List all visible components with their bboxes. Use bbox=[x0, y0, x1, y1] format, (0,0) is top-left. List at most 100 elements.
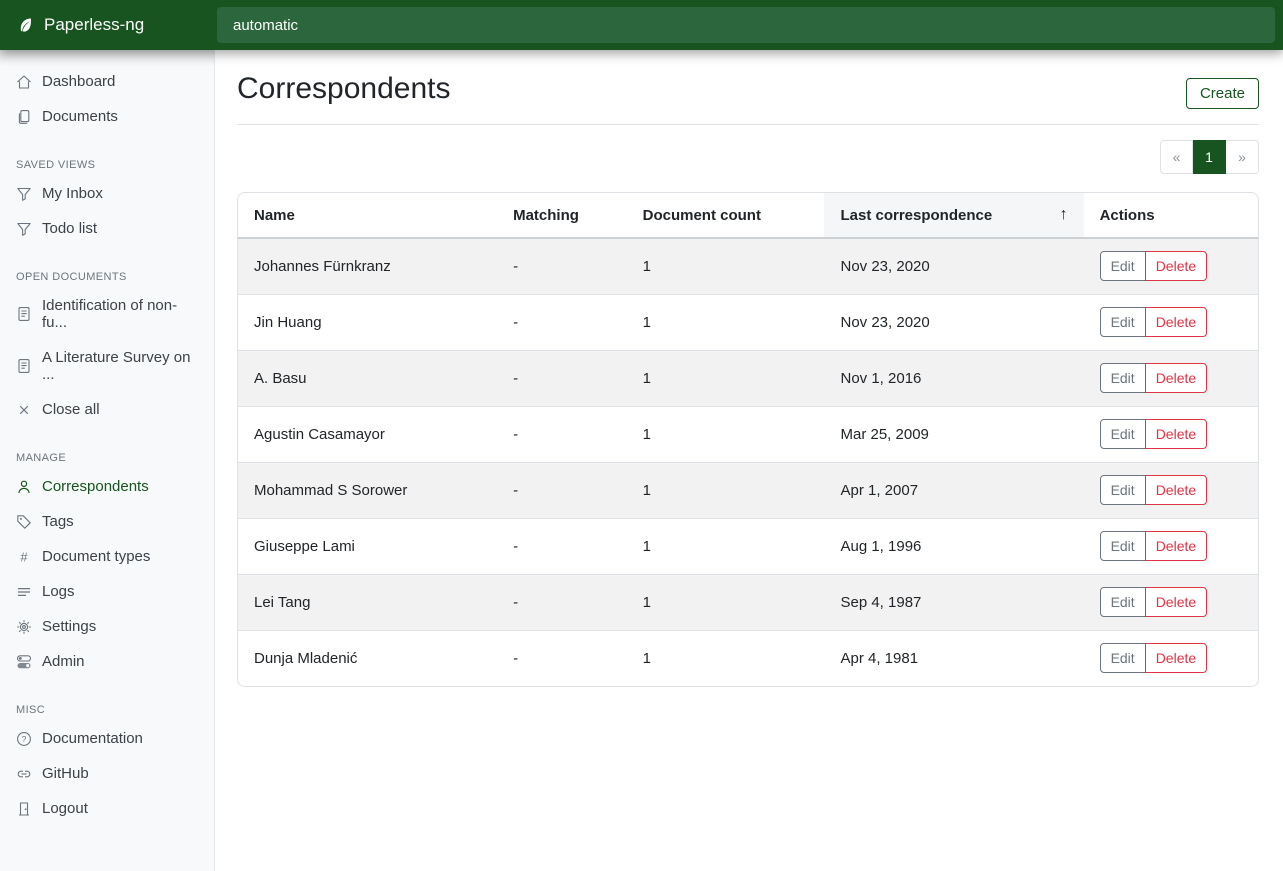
matching-cell: - bbox=[513, 257, 519, 275]
count-cell: 1 bbox=[642, 257, 651, 275]
delete-button[interactable]: Delete bbox=[1144, 362, 1208, 394]
header-name[interactable]: Name bbox=[238, 193, 498, 239]
delete-button[interactable]: Delete bbox=[1144, 418, 1208, 450]
sidebar-item-dashboard[interactable]: Dashboard bbox=[0, 64, 214, 99]
funnel-icon bbox=[17, 187, 31, 201]
sidebar-item-label: My Inbox bbox=[42, 185, 103, 202]
search-input[interactable] bbox=[217, 7, 1275, 43]
edit-button[interactable]: Edit bbox=[1099, 362, 1146, 394]
files-icon bbox=[18, 109, 30, 124]
sidebar-item-admin[interactable]: Admin bbox=[0, 644, 214, 679]
page-title: Correspondents bbox=[237, 72, 451, 105]
edit-button[interactable]: Edit bbox=[1099, 530, 1146, 562]
table-row: Agustin Casamayor - 1 Mar 25, 2009 Edit … bbox=[238, 405, 1258, 462]
sidebar-item-label: Documentation bbox=[42, 730, 143, 747]
edit-button[interactable]: Edit bbox=[1099, 306, 1146, 338]
sidebar-item-settings[interactable]: Settings bbox=[0, 609, 214, 644]
header-document-count[interactable]: Document count bbox=[626, 193, 825, 239]
header-actions: Actions bbox=[1083, 193, 1258, 239]
sidebar-item-documents[interactable]: Documents bbox=[0, 99, 214, 134]
matching-cell: - bbox=[497, 517, 627, 574]
delete-button[interactable]: Delete bbox=[1144, 306, 1208, 338]
name-cell: A. Basu bbox=[238, 349, 498, 406]
sidebar-item-documentation[interactable]: ? Documentation bbox=[0, 721, 214, 756]
actions-cell: Edit Delete bbox=[1083, 405, 1258, 462]
sidebar-item-label: Logout bbox=[42, 800, 88, 817]
close-icon bbox=[19, 405, 29, 414]
name-cell: Giuseppe Lami bbox=[238, 517, 498, 574]
last-correspondence-cell: Sep 4, 1987 bbox=[824, 573, 1084, 630]
sidebar-item-label: Admin bbox=[42, 653, 85, 670]
delete-button[interactable]: Delete bbox=[1144, 530, 1208, 562]
sidebar-item-label: Tags bbox=[42, 513, 74, 530]
name-cell: Mohammad S Sorower bbox=[238, 461, 498, 518]
count-cell: 1 bbox=[626, 349, 825, 406]
actions-cell: Edit Delete bbox=[1083, 629, 1258, 686]
sidebar-item-label: Dashboard bbox=[42, 73, 116, 90]
sidebar-item-open-document-2[interactable]: A Literature Survey on ... bbox=[0, 340, 214, 392]
matching-cell: - bbox=[497, 293, 627, 350]
count-cell: 1 bbox=[626, 629, 825, 686]
actions-cell: Edit Delete bbox=[1084, 238, 1258, 294]
leaf-logo-icon bbox=[20, 18, 31, 32]
sidebar-item-todo-list[interactable]: Todo list bbox=[0, 211, 214, 246]
name-cell: Lei Tang bbox=[238, 573, 498, 630]
svg-text:#: # bbox=[20, 549, 28, 564]
sidebar-item-github[interactable]: GitHub bbox=[0, 756, 214, 791]
sidebar-item-correspondents[interactable]: Correspondents bbox=[0, 469, 214, 504]
sidebar-item-my-inbox[interactable]: My Inbox bbox=[0, 176, 214, 211]
sidebar-item-label: Document types bbox=[42, 548, 151, 565]
sidebar-item-label: Documents bbox=[42, 108, 118, 125]
delete-button[interactable]: Delete bbox=[1144, 586, 1208, 618]
sort-ascending-icon: ↑ bbox=[1059, 206, 1068, 223]
header-last-correspondence[interactable]: Last correspondence ↑ bbox=[824, 193, 1084, 239]
header-last-correspondence-label: Last correspondence bbox=[840, 206, 993, 224]
sidebar-item-logs[interactable]: Logs bbox=[0, 574, 214, 609]
pagination-page-1-button[interactable]: 1 bbox=[1193, 140, 1226, 174]
sidebar-item-logout[interactable]: Logout bbox=[0, 791, 214, 826]
correspondents-table: Name Matching Document count Last corres… bbox=[237, 192, 1259, 687]
pagination: « 1 » bbox=[237, 140, 1259, 174]
create-button[interactable]: Create bbox=[1185, 78, 1259, 109]
count-cell: 1 bbox=[626, 461, 825, 518]
header-matching[interactable]: Matching bbox=[497, 193, 627, 239]
edit-button[interactable]: Edit bbox=[1099, 586, 1146, 618]
edit-button[interactable]: Edit bbox=[1099, 251, 1146, 282]
count-cell: 1 bbox=[626, 573, 825, 630]
count-cell: 1 bbox=[626, 293, 825, 350]
actions-cell: Edit Delete bbox=[1083, 517, 1258, 574]
delete-button[interactable]: Delete bbox=[1144, 251, 1208, 282]
table-row: A. Basu - 1 Nov 1, 2016 Edit Delete bbox=[238, 349, 1258, 406]
edit-button[interactable]: Edit bbox=[1099, 643, 1146, 674]
table-row: Giuseppe Lami - 1 Aug 1, 1996 Edit Delet… bbox=[238, 517, 1258, 574]
last-correspondence-cell: Nov 23, 2020 bbox=[840, 257, 930, 275]
app-brand[interactable]: Paperless-ng bbox=[0, 15, 215, 35]
pagination-prev-button[interactable]: « bbox=[1160, 140, 1193, 174]
person-icon bbox=[18, 480, 30, 493]
sidebar-item-document-types[interactable]: # Document types bbox=[0, 539, 214, 574]
sidebar-item-close-all[interactable]: Close all bbox=[0, 392, 214, 427]
main-content: Correspondents Create « 1 » Name Matchin… bbox=[215, 50, 1283, 687]
gear-icon bbox=[17, 619, 31, 634]
sidebar-item-open-document-1[interactable]: Identification of non-fu... bbox=[0, 288, 214, 340]
file-text-icon bbox=[18, 359, 30, 373]
count-cell: 1 bbox=[626, 517, 825, 574]
last-correspondence-cell: Nov 1, 2016 bbox=[824, 349, 1084, 406]
delete-button[interactable]: Delete bbox=[1144, 643, 1208, 674]
delete-button[interactable]: Delete bbox=[1144, 474, 1208, 506]
edit-button[interactable]: Edit bbox=[1099, 474, 1146, 506]
sidebar-item-label: A Literature Survey on ... bbox=[42, 349, 191, 383]
table-row: Lei Tang - 1 Sep 4, 1987 Edit Delete bbox=[238, 573, 1258, 630]
last-correspondence-cell: Aug 1, 1996 bbox=[824, 517, 1084, 574]
list-icon bbox=[18, 587, 30, 596]
toggles-icon bbox=[16, 654, 32, 668]
actions-cell: Edit Delete bbox=[1083, 349, 1258, 406]
table-row: Jin Huang - 1 Nov 23, 2020 Edit Delete bbox=[238, 293, 1258, 350]
link-icon bbox=[17, 770, 31, 777]
home-icon bbox=[17, 74, 31, 89]
sidebar-item-tags[interactable]: Tags bbox=[0, 504, 214, 539]
pagination-next-button[interactable]: » bbox=[1226, 140, 1259, 174]
title-divider bbox=[237, 124, 1259, 125]
actions-cell: Edit Delete bbox=[1083, 461, 1258, 518]
edit-button[interactable]: Edit bbox=[1099, 418, 1146, 450]
